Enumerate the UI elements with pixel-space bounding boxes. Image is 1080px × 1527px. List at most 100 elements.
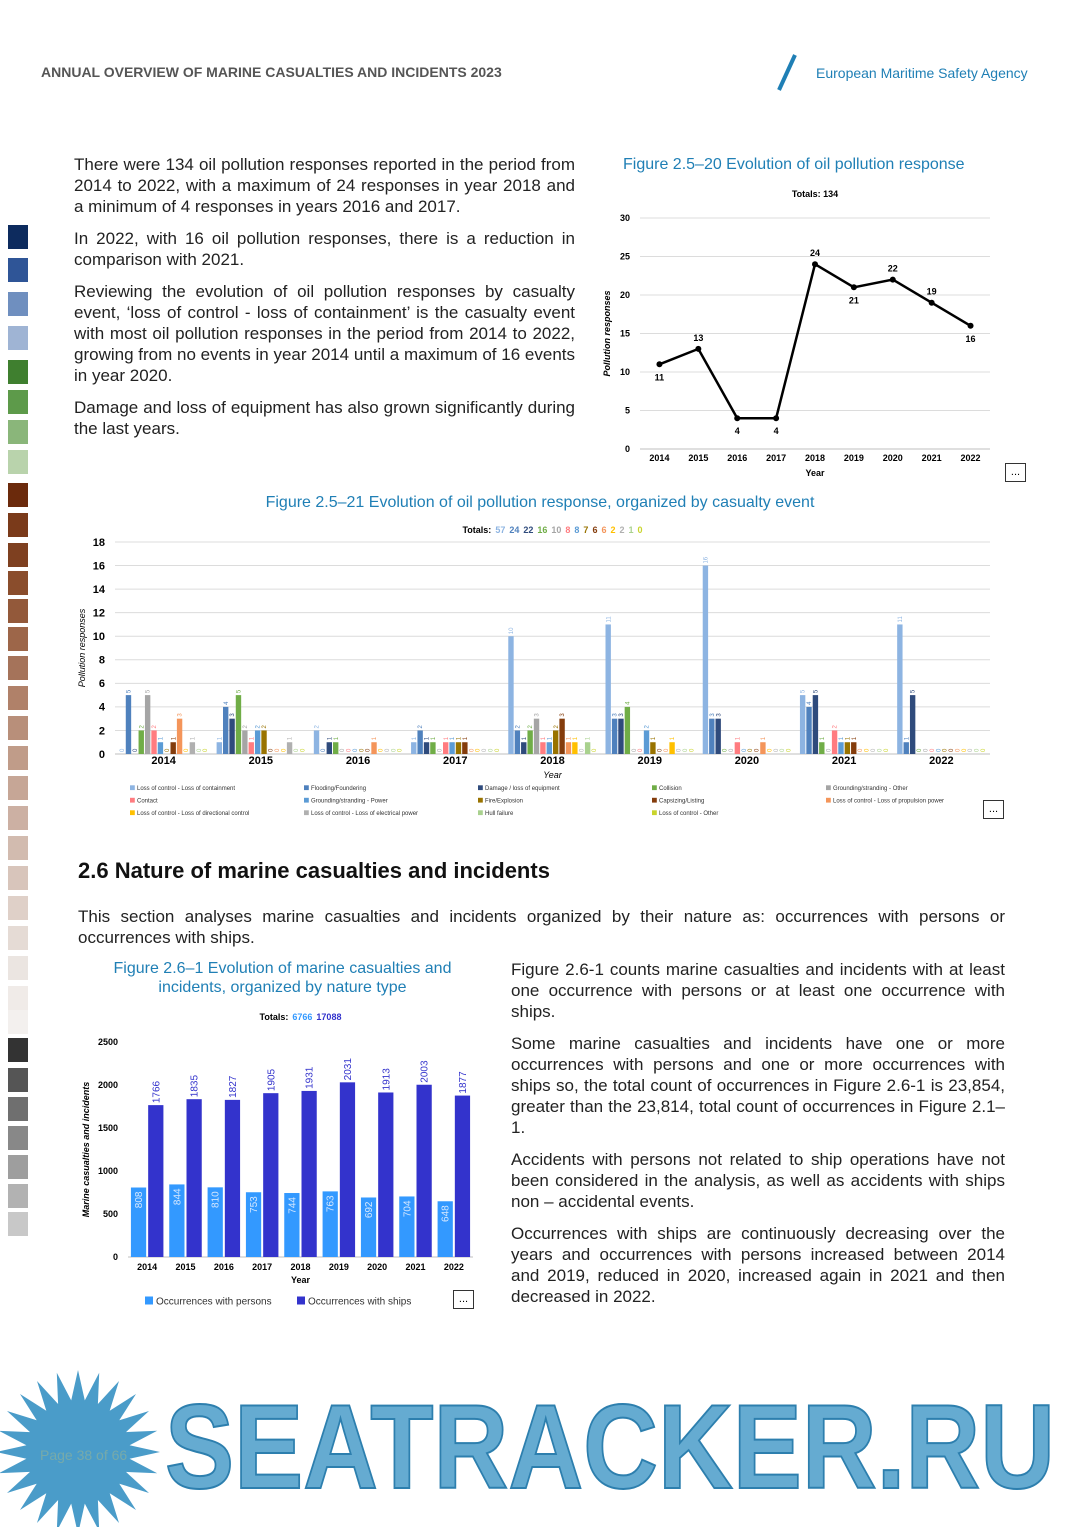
- x-axis-label: Year: [543, 770, 563, 780]
- x-tick-label: 2021: [832, 755, 856, 767]
- data-label: 1: [839, 736, 845, 740]
- data-label: 16: [966, 334, 976, 344]
- data-label: 1766: [151, 1080, 162, 1103]
- side-swatch: [8, 686, 28, 710]
- data-label: 11: [655, 372, 665, 382]
- data-label: 0: [197, 748, 203, 752]
- x-tick-label: 2019: [844, 453, 864, 463]
- more-button[interactable]: ...: [983, 800, 1004, 819]
- chart: 0 500 1000 1500 2000 2500 2014 2015 2016 2017 2018…: [81, 1012, 473, 1308]
- bar: [170, 742, 176, 754]
- side-swatch: [8, 1010, 28, 1034]
- data-label: 0: [683, 748, 689, 752]
- section-intro: This section analyses marine casualties …: [78, 907, 1005, 947]
- y-tick-label: 0: [625, 444, 630, 454]
- data-label: 2: [528, 724, 534, 728]
- x-tick-label: 2016: [727, 453, 747, 463]
- total-value: 6: [592, 525, 597, 535]
- x-tick-label: 2018: [290, 1262, 310, 1272]
- paragraph: In 2022, with 16 oil pollution responses…: [74, 229, 575, 269]
- bar: [618, 718, 624, 754]
- data-label: 0: [742, 748, 748, 752]
- legend-label: Grounding/stranding - Power: [311, 799, 388, 805]
- bar: [650, 742, 656, 754]
- data-label: 692: [364, 1201, 375, 1218]
- legend-swatch: [304, 810, 309, 816]
- bar: [454, 1095, 471, 1257]
- data-label: 1: [852, 736, 858, 740]
- y-tick-label: 500: [103, 1209, 118, 1219]
- bar: [611, 718, 618, 754]
- y-tick-label: 5: [625, 406, 630, 416]
- total-value: 6766: [292, 1012, 312, 1022]
- data-label: 2: [554, 724, 560, 728]
- legend-swatch: [826, 785, 831, 791]
- legend-label: Collision: [659, 786, 682, 792]
- data-label: 0: [924, 748, 930, 752]
- bar: [462, 742, 468, 754]
- data-label: 0: [203, 748, 209, 752]
- data-label: 1: [457, 736, 463, 740]
- data-label: 5: [127, 689, 133, 693]
- bar: [819, 742, 825, 754]
- sunburst: [0, 1370, 160, 1527]
- data-label: 0: [930, 748, 936, 752]
- bar: [806, 706, 812, 754]
- total-value: 24: [509, 525, 519, 535]
- bar: [322, 1191, 338, 1257]
- data-label: 0: [398, 748, 404, 752]
- data-label: 1: [522, 736, 528, 740]
- side-swatch: [8, 450, 28, 474]
- data-label: 0: [579, 748, 585, 752]
- data-label: 2003: [420, 1060, 431, 1083]
- legend-label: Loss of control - Loss of containment: [137, 786, 235, 792]
- bar: [235, 695, 242, 754]
- data-label: 2: [262, 724, 268, 728]
- data-label: 0: [269, 748, 275, 752]
- total-value: 8: [574, 525, 579, 535]
- side-swatch: [8, 716, 28, 740]
- data-label: 0: [359, 748, 365, 752]
- legend-swatch: [304, 785, 309, 791]
- totals: Totals: 6766 17088: [260, 1012, 342, 1022]
- bar: [584, 742, 591, 754]
- bar: [125, 695, 132, 754]
- data-label: 1: [845, 736, 851, 740]
- bar: [248, 742, 254, 754]
- bar: [514, 730, 521, 754]
- data-label: 0: [347, 748, 353, 752]
- side-swatch: [8, 258, 28, 282]
- data-label: 0: [955, 748, 961, 752]
- side-swatch: [8, 360, 28, 384]
- data-label: 0: [340, 748, 346, 752]
- data-label: 2: [833, 724, 839, 728]
- data-label: 4: [735, 426, 740, 436]
- more-button[interactable]: ...: [1005, 463, 1026, 482]
- x-tick-label: 2020: [367, 1262, 387, 1272]
- y-tick-label: 1500: [98, 1123, 118, 1133]
- x-tick-label: 2016: [346, 755, 370, 767]
- y-tick-label: 25: [620, 252, 630, 262]
- side-swatch: [8, 1155, 28, 1179]
- bar: [605, 624, 611, 754]
- data-label: 2: [152, 724, 158, 728]
- header-agency: European Maritime Safety Agency: [816, 65, 1028, 81]
- bar: [734, 742, 741, 754]
- bar: [799, 695, 806, 754]
- x-tick-label: 2015: [175, 1262, 195, 1272]
- data-label: 0: [664, 748, 670, 752]
- data-label: 0: [184, 748, 190, 752]
- totals-label: Totals:: [462, 525, 491, 535]
- data-label: 0: [133, 748, 139, 752]
- data-label: 1: [190, 736, 196, 740]
- x-tick-label: 2017: [766, 453, 786, 463]
- total-value: 7: [583, 525, 588, 535]
- data-label: 19: [927, 287, 937, 297]
- point: [656, 361, 663, 368]
- total-value: 17088: [316, 1012, 341, 1022]
- bar: [702, 565, 709, 754]
- more-button[interactable]: ...: [453, 1290, 474, 1309]
- x-tick-label: 2021: [405, 1262, 425, 1272]
- watermark: SEATRACKER.RU: [165, 1380, 1055, 1514]
